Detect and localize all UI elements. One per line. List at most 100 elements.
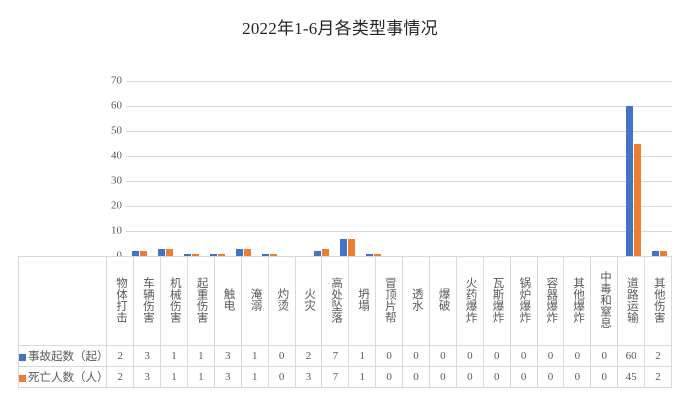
value-cell-series-a: 0 (590, 345, 619, 367)
bar (633, 143, 641, 256)
category-header-cell: 火药爆炸 (455, 256, 484, 346)
value-cell-series-b: 3 (133, 366, 162, 388)
bar (659, 251, 667, 256)
bar (651, 251, 659, 256)
bar (321, 248, 329, 256)
value-cell-series-b: 2 (644, 366, 672, 388)
category-header-cell: 冒顶片帮 (375, 256, 404, 346)
category-header-cell: 触电 (213, 256, 242, 346)
value-cell-series-a: 0 (402, 345, 430, 367)
category-label: 起重伤害 (195, 276, 208, 323)
category-label: 车辆伤害 (141, 276, 154, 323)
category-label: 其他爆炸 (572, 276, 585, 323)
value-cell-series-b: 7 (321, 366, 350, 388)
bar-group (464, 81, 490, 256)
category-header-cell: 火灾 (294, 256, 323, 346)
category-header-cell: 机械伤害 (160, 256, 188, 346)
bar-group (516, 81, 542, 256)
category-header-cell: 锅炉爆炸 (509, 256, 538, 346)
value-cell-series-a: 0 (455, 345, 484, 367)
bar-group (152, 81, 178, 256)
category-label: 爆破 (437, 288, 450, 311)
legend-swatch-series-b (19, 375, 26, 382)
y-tick-label: 10 (111, 224, 122, 237)
category-label: 高处坠落 (330, 276, 343, 323)
table-row-series-a: 事故起数（起） 2 3 1 1 3 1 0 2 7 1 0 0 0 0 0 0 0 0 0 60 2 (17, 345, 672, 367)
category-header-cell: 其他伤害 (644, 256, 672, 346)
y-tick-label: 20 (111, 199, 122, 212)
value-cell-series-b: 45 (617, 366, 646, 388)
gridline (126, 156, 672, 157)
value-cell-series-b: 0 (536, 366, 565, 388)
value-cell-series-b: 0 (375, 366, 404, 388)
category-header-cell: 物体打击 (106, 256, 135, 346)
value-cell-series-b: 0 (267, 366, 296, 388)
table-row-series-b: 死亡人数（人） 2 3 1 1 3 1 0 3 7 1 0 0 0 0 0 0 0 0 0 45 2 (17, 366, 672, 388)
category-header-cell: 容器爆炸 (536, 256, 565, 346)
value-cell-series-a: 3 (133, 345, 162, 367)
bar (209, 253, 217, 256)
bar-group (490, 81, 516, 256)
bar (157, 248, 165, 256)
bar (165, 248, 173, 256)
bar (269, 253, 277, 256)
bar (131, 251, 139, 256)
value-cell-series-a: 2 (294, 345, 323, 367)
bar (139, 251, 147, 256)
bar-group (360, 81, 386, 256)
category-header-cell: 高处坠落 (321, 256, 350, 346)
y-tick-label: 40 (111, 149, 122, 162)
value-cell-series-a: 0 (375, 345, 404, 367)
category-header-cell: 中毒和窒息 (590, 256, 619, 346)
bar-group (334, 81, 360, 256)
category-label: 触电 (222, 288, 235, 311)
value-cell-series-b: 3 (213, 366, 242, 388)
category-header-cell: 灼烫 (267, 256, 296, 346)
bar (373, 253, 381, 256)
y-tick-label: 70 (111, 74, 122, 87)
legend-label-series-b: 死亡人数（人） (17, 366, 109, 388)
category-label: 容器爆炸 (545, 276, 558, 323)
value-cell-series-a: 2 (644, 345, 672, 367)
bar-group (646, 81, 672, 256)
value-cell-series-a: 0 (428, 345, 457, 367)
category-label: 冒顶片帮 (383, 276, 396, 323)
category-label: 锅炉爆炸 (518, 276, 531, 323)
value-cell-series-a: 0 (563, 345, 592, 367)
value-cell-series-b: 0 (590, 366, 619, 388)
data-table: 物体打击 车辆伤害 机械伤害 起重伤害 触电 淹溺 灼烫 火灾 高处坠落 坍塌 冒顶片帮 透水 爆破 火药… (17, 256, 672, 388)
value-cell-series-a: 0 (482, 345, 511, 367)
bar-group (594, 81, 620, 256)
bar-group (542, 81, 568, 256)
category-label: 其他伤害 (652, 276, 665, 323)
bar (235, 248, 243, 256)
category-header-cell: 起重伤害 (186, 256, 215, 346)
value-cell-series-a: 60 (617, 345, 646, 367)
bar-group (256, 81, 282, 256)
value-cell-series-b: 0 (563, 366, 592, 388)
value-cell-series-b: 1 (348, 366, 377, 388)
bar (261, 253, 269, 256)
value-cell-series-a: 0 (509, 345, 538, 367)
value-cell-series-b: 1 (240, 366, 269, 388)
bar-group (308, 81, 334, 256)
category-header-cell: 车辆伤害 (133, 256, 162, 346)
y-tick-label: 30 (111, 174, 122, 187)
category-header-cell: 淹溺 (240, 256, 269, 346)
value-cell-series-a: 1 (348, 345, 377, 367)
category-header-cell: 瓦斯爆炸 (482, 256, 511, 346)
bar-group (568, 81, 594, 256)
bar (191, 253, 199, 256)
bar (625, 106, 633, 256)
value-cell-series-b: 2 (106, 366, 135, 388)
table-corner-cell (17, 256, 108, 346)
value-cell-series-a: 1 (240, 345, 269, 367)
legend-swatch-series-a (19, 354, 26, 361)
bar-group (620, 81, 646, 256)
bar (339, 238, 347, 256)
legend-label-series-a: 事故起数（起） (17, 345, 109, 367)
bar (313, 251, 321, 256)
value-cell-series-b: 0 (455, 366, 484, 388)
value-cell-series-b: 0 (428, 366, 457, 388)
category-label: 坍塌 (357, 288, 369, 311)
